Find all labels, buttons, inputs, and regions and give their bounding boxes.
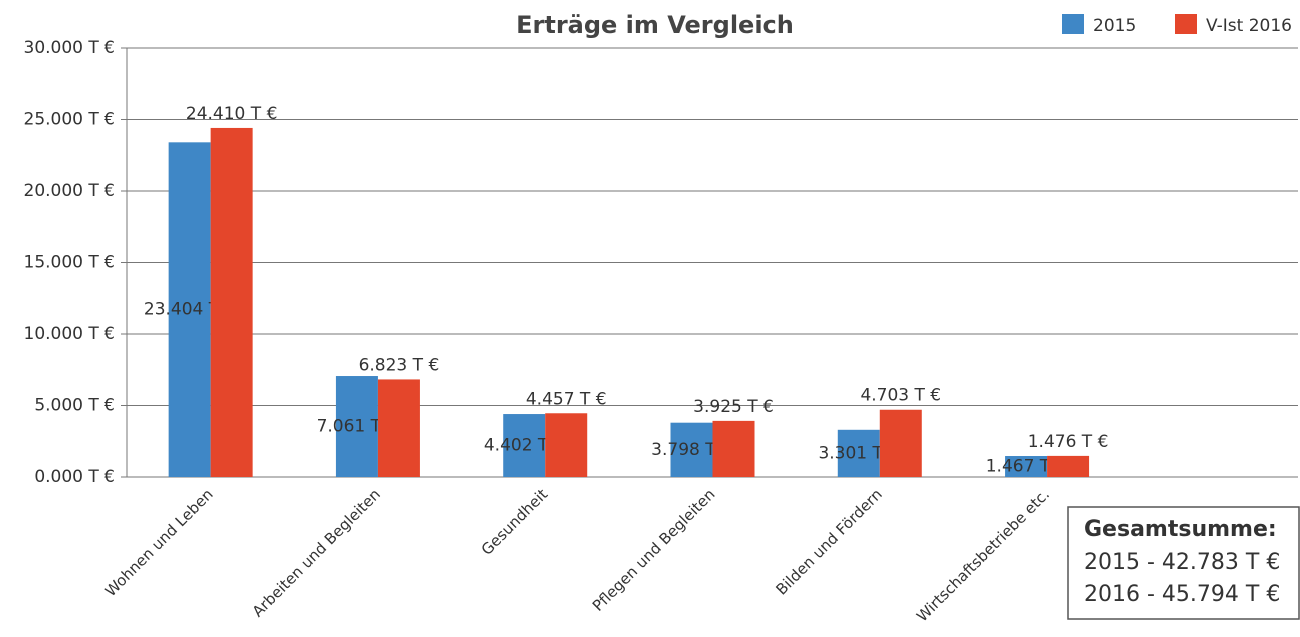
value-label: 6.823 T € [359,355,440,375]
value-label: 4.457 T € [526,389,607,409]
legend-swatch [1175,14,1197,34]
y-tick-label: 25.000 T € [24,110,116,130]
bar [210,127,253,477]
value-label: 3.301 T € [818,443,899,463]
bar [377,379,420,477]
bar [1005,456,1048,477]
bar [1047,455,1090,477]
value-label: 7.061 T € [317,417,398,437]
chart-title: Erträge im Vergleich [516,11,794,39]
total-box [1067,506,1300,620]
legend-label: 2015 [1093,16,1136,36]
value-label: 1.467 T € [986,457,1067,477]
value-label: 4.703 T € [860,386,941,406]
value-label: 4.402 T € [484,436,565,456]
legend-label: V-Ist 2016 [1206,16,1292,36]
value-label: 3.925 T € [693,397,774,417]
y-tick-label: 0.000 T € [34,467,115,487]
y-tick-label: 15.000 T € [24,253,116,273]
bar [545,413,588,477]
value-label: 24.410 T € [186,104,278,124]
x-tick-label: Arbeiten und Begleiten [249,485,384,620]
total-heading: Gesamtsumme: [1084,517,1277,542]
x-tick-label: Wirtschaftsbetriebe etc. [913,485,1053,625]
bar [503,414,546,477]
x-tick-label: Bilden und Fördern [772,485,885,598]
bar [879,409,922,477]
x-tick-label: Wohnen und Leben [102,485,217,600]
bar [335,376,378,477]
y-tick-label: 5.000 T € [34,396,115,416]
y-tick-label: 10.000 T € [24,324,116,344]
x-tick-label: Pflegen und Begleiten [589,485,719,615]
y-tick-label: 30.000 T € [24,38,116,58]
total-2015: 2015 - 42.783 T € [1084,550,1280,575]
bar [670,422,713,477]
bar [837,429,880,477]
bar [168,142,211,477]
y-tick-label: 20.000 T € [24,181,116,201]
total-2016: 2016 - 45.794 T € [1084,582,1280,607]
x-tick-label: Gesundheit [478,485,552,559]
legend-swatch [1062,14,1084,34]
value-label: 1.476 T € [1028,432,1109,452]
bar [712,420,755,477]
value-label: 3.798 T € [651,440,732,460]
